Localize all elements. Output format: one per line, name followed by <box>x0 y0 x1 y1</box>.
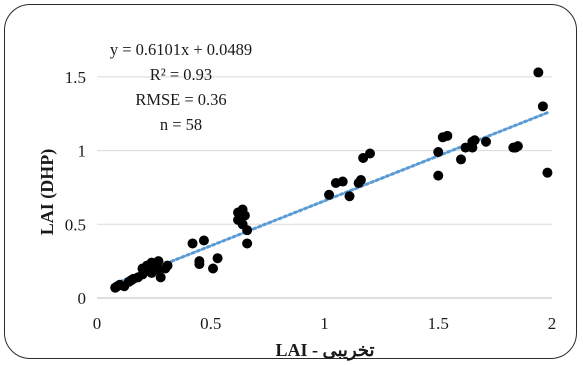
data-point <box>542 167 553 178</box>
regression-equation: y = 0.6101x + 0.0489 <box>110 40 252 59</box>
data-point <box>456 154 466 165</box>
y-axis-title: LAI (DHP) <box>37 149 58 236</box>
tick-labels: 0 0.5 1 1.5 0 0.5 1 1.5 2 <box>65 68 557 333</box>
data-points <box>110 67 553 293</box>
data-point <box>481 136 492 147</box>
r-squared-label: R² = 0.93 <box>150 65 212 84</box>
data-point <box>112 281 123 292</box>
data-point <box>128 273 139 284</box>
x-tick-label: 0.5 <box>200 314 221 333</box>
data-point <box>194 259 205 270</box>
data-point <box>187 238 198 249</box>
x-tick-label: 1.5 <box>428 314 449 333</box>
data-point <box>537 101 548 112</box>
data-point <box>344 191 355 202</box>
x-axis-title: تخریبی - LAI <box>275 340 374 361</box>
data-point <box>155 272 166 283</box>
data-point <box>469 135 480 146</box>
data-point <box>355 175 366 186</box>
data-point <box>365 148 375 159</box>
y-tick-label: 0 <box>78 289 87 308</box>
data-point <box>442 130 453 141</box>
data-point <box>433 147 444 158</box>
x-tick-label: 1 <box>320 314 329 333</box>
data-point <box>198 235 209 246</box>
data-point <box>337 176 348 187</box>
data-point <box>512 141 523 152</box>
data-point <box>162 260 173 271</box>
data-point <box>208 263 219 274</box>
x-tick-label: 0 <box>93 314 102 333</box>
data-point <box>212 253 223 264</box>
data-point <box>242 238 253 249</box>
sample-size-label: n = 58 <box>160 115 202 134</box>
data-point <box>237 204 248 215</box>
data-point <box>324 189 335 200</box>
chart-frame <box>4 4 577 359</box>
y-tick-label: 0.5 <box>65 215 86 234</box>
y-tick-label: 1 <box>78 142 87 161</box>
x-tick-label: 2 <box>548 314 557 333</box>
gridlines <box>97 76 552 299</box>
data-point <box>533 67 544 78</box>
data-point <box>433 170 444 181</box>
data-point <box>242 225 253 236</box>
rmse-label: RMSE = 0.36 <box>135 90 226 109</box>
data-point <box>153 256 164 267</box>
data-point <box>137 263 148 274</box>
y-tick-label: 1.5 <box>65 68 86 87</box>
